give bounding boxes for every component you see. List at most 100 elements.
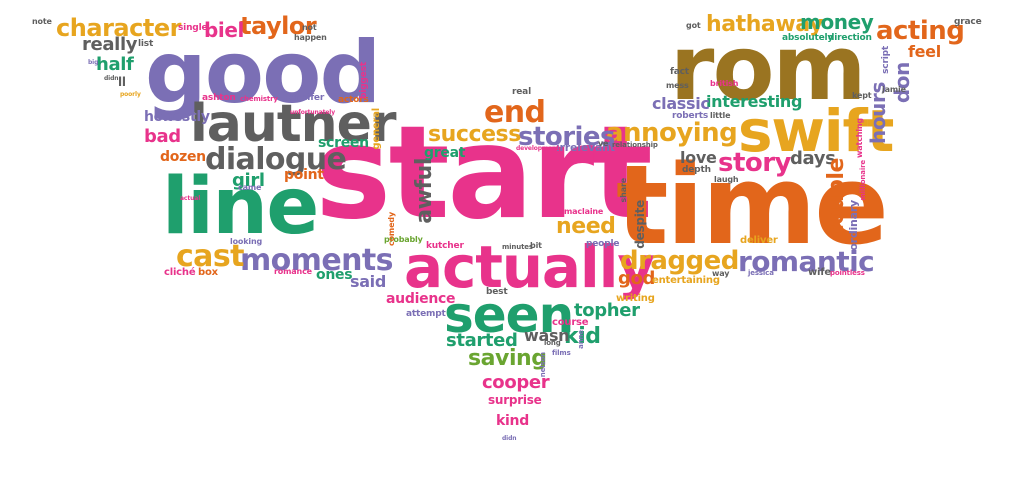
word-long: long — [544, 339, 561, 347]
word-kept: kept — [852, 91, 872, 100]
word-came: came — [238, 183, 262, 192]
word-story: story — [718, 148, 791, 178]
word-saving: saving — [468, 346, 547, 371]
word-development: development — [516, 145, 559, 152]
word-half: half — [96, 54, 134, 75]
word-cliche: cliché — [164, 267, 196, 278]
word-time: time — [616, 141, 889, 269]
word-lautner: lautner — [190, 94, 396, 154]
word-mess: mess — [666, 81, 689, 90]
word-dialogue: dialogue — [205, 142, 347, 177]
word-don: don — [890, 62, 914, 104]
word-roberts: roberts — [672, 111, 709, 121]
word-swift: swift — [738, 97, 894, 165]
word-love: love — [680, 148, 717, 167]
word-probably: probably — [384, 235, 423, 244]
word-actors: actors — [338, 95, 369, 105]
word-ones: ones — [316, 267, 353, 283]
word-jessica: jessica — [748, 269, 774, 277]
word-depth: depth — [682, 165, 711, 175]
word-really: really — [82, 34, 138, 55]
word-box: box — [198, 267, 218, 278]
word-end: end — [484, 95, 546, 130]
word-attempt: attempt — [406, 309, 446, 319]
word-ashton: ashton — [202, 93, 236, 103]
word-kind: kind — [496, 413, 529, 429]
word-general: general — [371, 108, 382, 150]
word-irrelevant: irrelevant — [556, 141, 615, 154]
word-grace: grace — [954, 17, 982, 27]
word-wasn: wasn — [524, 326, 570, 345]
word-taylor: taylor — [240, 12, 317, 40]
word-success: success — [428, 122, 521, 147]
word-watching: watching — [855, 118, 864, 158]
word-minutes: minutes — [502, 243, 533, 251]
word-topher: topher — [574, 300, 640, 321]
word-deliver: deliver — [740, 235, 778, 246]
word-biel: biel — [204, 18, 244, 42]
word-films: films — [552, 349, 571, 357]
word-biggest: biggest — [359, 62, 369, 99]
word-couple: couple — [824, 158, 849, 238]
word-romance: romance — [274, 267, 312, 276]
word-cast: cast — [176, 239, 244, 274]
word-big: big — [88, 59, 99, 66]
word-happen: happen — [294, 33, 327, 42]
word-laugh: laugh — [714, 175, 739, 184]
word-moments: moments — [240, 243, 393, 278]
word-relationship: relationship — [612, 141, 658, 149]
word-maclaine: maclaine — [564, 207, 604, 216]
word-days: days — [790, 148, 836, 169]
word-entertaining: entertaining — [652, 275, 720, 286]
word-hathaway: hathaway — [706, 12, 823, 37]
word-dozen: dozen — [160, 149, 206, 165]
word-started: started — [446, 330, 518, 351]
word-absolutely: absolutely — [782, 33, 834, 43]
word-poorly: poorly — [120, 91, 141, 98]
word-way: way — [712, 269, 730, 278]
word-millionaire: millionaire — [859, 160, 867, 201]
word-not: not — [302, 23, 317, 32]
word-fact: fact — [670, 67, 689, 77]
word-line: line — [162, 162, 319, 252]
word-character: character — [56, 14, 182, 42]
word-feel: feel — [908, 42, 941, 61]
word-screen: screen — [318, 135, 369, 151]
word-start: start — [315, 99, 653, 248]
word-acting: acting — [876, 16, 965, 46]
word-real: real — [512, 87, 531, 97]
word-writing: writing — [616, 293, 655, 304]
word-need: need — [556, 214, 616, 239]
word-didn: didn — [502, 435, 517, 442]
word-god: god — [618, 268, 656, 289]
word-rom: rom — [670, 16, 866, 121]
word-chemistry: chemistry — [240, 95, 278, 103]
word-cooper: cooper — [482, 372, 550, 393]
word-looking: looking — [230, 237, 263, 246]
word-annoying: annoying — [606, 118, 738, 148]
word-bit: bit — [530, 241, 542, 250]
word-pointless: pointless — [830, 269, 865, 277]
word-didn-2: didn — [104, 75, 119, 82]
word-nelson: nelson — [539, 352, 547, 378]
word-comedy: comedy — [387, 212, 396, 246]
word-single: single — [178, 23, 208, 33]
word-girl: girl — [232, 170, 265, 191]
word-unfortunately: unfortunately — [290, 109, 336, 116]
word-honestly: honestly — [144, 109, 210, 125]
word-despite: despite — [633, 200, 647, 249]
word-direction: direction — [828, 33, 872, 43]
word-good: good — [145, 23, 381, 123]
word-ll: ll — [118, 75, 126, 89]
word-audience: audience — [386, 291, 456, 307]
word-kutcher: kutcher — [426, 241, 464, 251]
word-classic: classic — [652, 94, 710, 113]
word-seen: seen — [444, 286, 574, 344]
word-ve: ve — [598, 139, 609, 148]
word-actually: actually — [404, 233, 655, 301]
word-best: best — [486, 287, 508, 297]
word-jennifer: jennifer — [286, 93, 325, 103]
word-list: list — [138, 39, 154, 49]
word-jamie: jamie — [882, 85, 906, 94]
